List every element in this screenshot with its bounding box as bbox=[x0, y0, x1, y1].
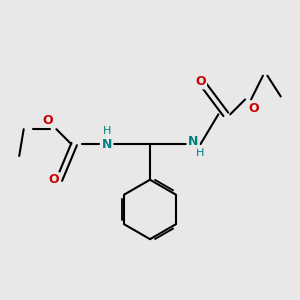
Text: H: H bbox=[196, 148, 205, 158]
Text: O: O bbox=[48, 173, 59, 186]
Text: O: O bbox=[249, 102, 259, 115]
Text: H: H bbox=[103, 126, 111, 136]
Text: O: O bbox=[195, 75, 206, 88]
Text: O: O bbox=[42, 114, 53, 127]
Text: N: N bbox=[188, 135, 198, 148]
Text: N: N bbox=[102, 138, 112, 151]
